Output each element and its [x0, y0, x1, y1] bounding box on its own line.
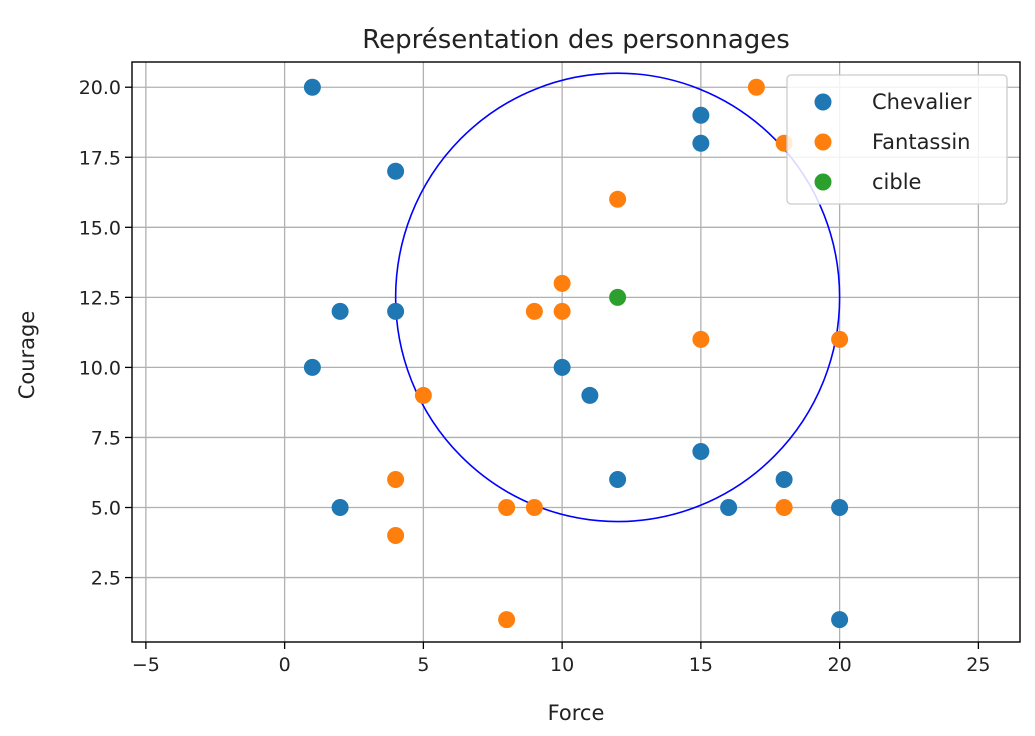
point-chevalier — [331, 302, 349, 320]
point-chevalier — [581, 386, 599, 404]
point-chevalier — [387, 302, 405, 320]
point-fantassin — [553, 274, 571, 292]
legend-box — [786, 74, 1008, 205]
x-tick-label: 25 — [966, 654, 990, 676]
x-tick-label: −5 — [132, 654, 160, 676]
point-chevalier — [609, 470, 627, 488]
x-tick-label: 10 — [550, 654, 574, 676]
x-tick-label: 0 — [279, 654, 291, 676]
point-fantassin — [747, 78, 765, 96]
point-fantassin — [414, 386, 432, 404]
point-chevalier — [692, 442, 710, 460]
data-points — [303, 78, 849, 629]
legend-label-chevalier: Chevalier — [872, 90, 972, 114]
legend: Chevalier Fantassin cible — [786, 74, 1008, 205]
legend-label-fantassin: Fantassin — [872, 130, 970, 154]
y-tick-label: 17.5 — [79, 147, 121, 169]
point-chevalier — [331, 499, 349, 517]
legend-marker-chevalier — [814, 93, 832, 111]
y-tick-label: 7.5 — [91, 427, 121, 449]
point-fantassin — [387, 527, 405, 545]
point-chevalier — [387, 162, 405, 180]
x-ticks: −5 0 5 10 15 20 25 — [132, 642, 990, 676]
point-chevalier — [775, 470, 793, 488]
point-fantassin — [525, 302, 543, 320]
point-chevalier — [831, 611, 849, 629]
y-axis-label: Courage — [15, 311, 39, 400]
x-tick-label: 5 — [417, 654, 429, 676]
y-ticks: 2.5 5.0 7.5 10.0 12.5 15.0 17.5 20.0 — [79, 77, 132, 590]
point-chevalier — [553, 358, 571, 376]
point-fantassin — [553, 302, 571, 320]
y-tick-label: 5.0 — [91, 498, 121, 520]
point-chevalier — [720, 499, 738, 517]
point-fantassin — [692, 330, 710, 348]
legend-marker-fantassin — [814, 133, 832, 151]
point-fantassin — [775, 499, 793, 517]
chart-title: Représentation des personnages — [362, 25, 790, 55]
point-chevalier — [303, 78, 321, 96]
radius-circle — [394, 72, 841, 523]
point-chevalier — [303, 358, 321, 376]
point-fantassin — [831, 330, 849, 348]
point-fantassin — [609, 190, 627, 208]
point-fantassin — [525, 499, 543, 517]
point-chevalier — [831, 499, 849, 517]
x-axis-label: Force — [548, 701, 605, 725]
plot-area-frame — [131, 61, 1021, 643]
point-chevalier — [692, 106, 710, 124]
x-tick-label: 15 — [689, 654, 713, 676]
point-fantassin — [498, 611, 516, 629]
y-tick-label: 10.0 — [79, 357, 121, 379]
point-fantassin — [387, 470, 405, 488]
y-tick-label: 15.0 — [79, 217, 121, 239]
y-tick-label: 2.5 — [91, 568, 121, 590]
point-cible — [609, 288, 627, 306]
point-fantassin — [498, 499, 516, 517]
point-chevalier — [692, 134, 710, 152]
circle-annotation — [394, 72, 841, 523]
x-tick-label: 20 — [828, 654, 852, 676]
legend-label-cible: cible — [872, 170, 921, 194]
legend-marker-cible — [814, 173, 832, 191]
y-tick-label: 20.0 — [79, 77, 121, 99]
y-tick-label: 12.5 — [79, 287, 121, 309]
